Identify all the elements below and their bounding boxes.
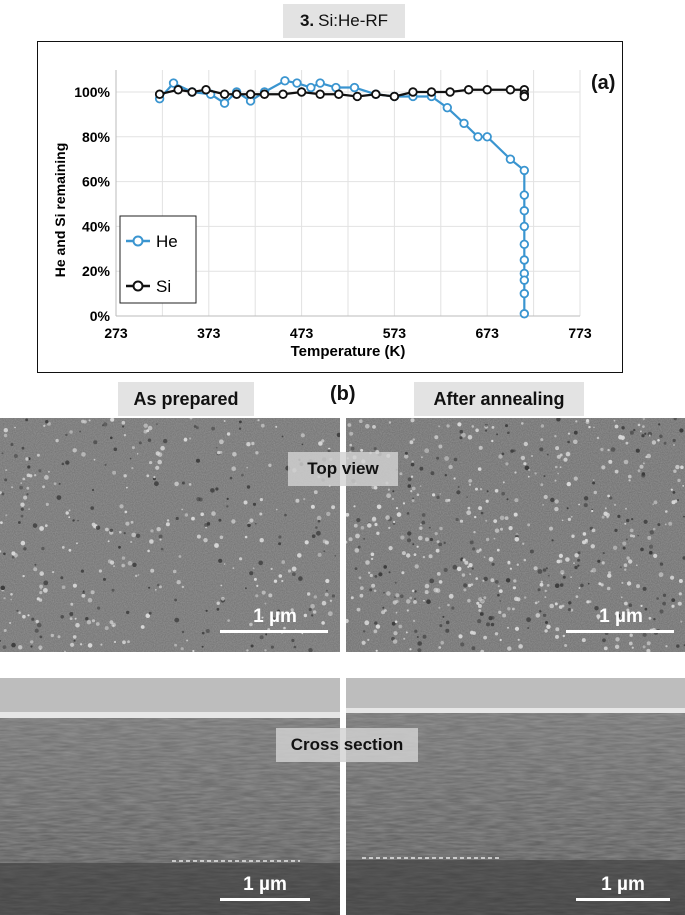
sem-texture [0, 418, 340, 652]
panel-a-label: (a) [591, 72, 616, 94]
data-point-si [445, 87, 455, 97]
data-point-he [519, 190, 530, 200]
data-point-he [519, 221, 530, 232]
data-point-he [519, 239, 530, 250]
data-point-si [463, 85, 474, 95]
chart-legend: He Si [119, 215, 197, 304]
data-point-si [334, 89, 344, 99]
after-annealing-label: After annealing [414, 382, 584, 416]
data-point-si [315, 89, 325, 99]
scale-bar [220, 630, 328, 633]
data-point-si [482, 85, 492, 95]
scale-bar [566, 630, 674, 633]
x-tick-label: 573 [383, 325, 407, 341]
y-axis-label: He and Si remaining [52, 143, 68, 278]
data-point-si [187, 87, 197, 97]
data-point-he [473, 132, 483, 142]
figure-title: 3. Si:He-RF [283, 4, 405, 38]
data-point-he [315, 78, 325, 88]
panel-a-frame [37, 41, 623, 373]
chart-tick-labels: 0% 20% 40% 60% 80% 100% 273 373 473 573 673 773 [74, 84, 592, 341]
data-point-si [519, 91, 530, 102]
data-point-si [426, 87, 437, 97]
sem-cross-after-annealing: 1 µm [346, 678, 685, 915]
data-point-he [219, 98, 230, 108]
x-tick-label: 473 [290, 325, 314, 341]
sem-top-as-prepared: 1 µm [0, 418, 340, 652]
figure-title-number: 3. [299, 11, 315, 30]
data-point-he [168, 78, 179, 88]
sem-cross-as-prepared: 1 µm [0, 678, 340, 915]
x-tick-label: 773 [568, 325, 592, 341]
data-point-si [245, 89, 256, 99]
top-view-label: Top view [288, 452, 398, 486]
data-point-he [505, 154, 516, 164]
data-point-si [231, 89, 242, 99]
panel-b-label: (b) [330, 383, 356, 405]
data-point-si [154, 89, 165, 99]
y-tick-label: 40% [82, 218, 111, 234]
data-point-he [519, 255, 530, 265]
as-prepared-label: As prepared [118, 382, 254, 416]
legend-he-marker [132, 235, 144, 247]
data-point-si [408, 87, 418, 97]
y-tick-label: 0% [90, 308, 111, 324]
data-point-he [442, 102, 452, 113]
data-point-si [296, 87, 307, 97]
data-point-si [219, 89, 230, 99]
figure-title-text: Si:He-RF [318, 11, 389, 30]
data-point-si [201, 85, 211, 95]
scale-bar-label: 1 µm [253, 606, 297, 627]
x-tick-label: 373 [197, 325, 221, 341]
legend-si-label: Si [156, 277, 171, 296]
sem-texture [0, 678, 340, 915]
x-axis-label: Temperature (K) [291, 343, 406, 360]
chart: 0% 20% 40% 60% 80% 100% 273 373 473 573 673 773 Tem… [52, 70, 592, 360]
scale-bar-label: 1 µm [601, 874, 645, 895]
scale-bar [576, 898, 670, 901]
x-tick-label: 673 [476, 325, 500, 341]
cross-section-label: Cross section [276, 728, 418, 762]
data-point-he [519, 206, 530, 216]
data-point-he [519, 275, 530, 285]
legend-he-label: He [156, 232, 178, 251]
scale-bar [220, 898, 310, 901]
data-point-he [349, 82, 360, 93]
y-tick-label: 100% [74, 84, 110, 100]
data-point-si [278, 89, 288, 99]
scale-bar-label: 1 µm [243, 874, 287, 895]
x-tick-label: 273 [104, 325, 128, 341]
data-point-si [173, 85, 183, 95]
data-point-si [371, 89, 381, 99]
data-point-he [280, 76, 290, 86]
data-point-he [519, 165, 530, 176]
scale-bar-label: 1 µm [599, 606, 643, 627]
data-point-si [505, 85, 516, 95]
data-point-he [306, 82, 316, 93]
data-point-he [459, 118, 469, 129]
legend-si-marker [132, 280, 144, 292]
chart-axes [115, 70, 580, 317]
series-he [154, 76, 530, 319]
series-line-he [158, 79, 526, 314]
y-tick-label: 80% [82, 129, 111, 145]
data-point-si [389, 91, 400, 102]
data-point-he [519, 288, 530, 299]
chart-series [154, 76, 530, 319]
data-point-he [519, 309, 530, 319]
y-tick-label: 20% [82, 263, 111, 279]
y-tick-label: 60% [82, 174, 111, 190]
data-point-he [292, 78, 302, 88]
data-point-si [352, 91, 362, 102]
data-point-si [259, 89, 270, 99]
series-si [154, 85, 530, 102]
data-point-he [482, 132, 492, 142]
